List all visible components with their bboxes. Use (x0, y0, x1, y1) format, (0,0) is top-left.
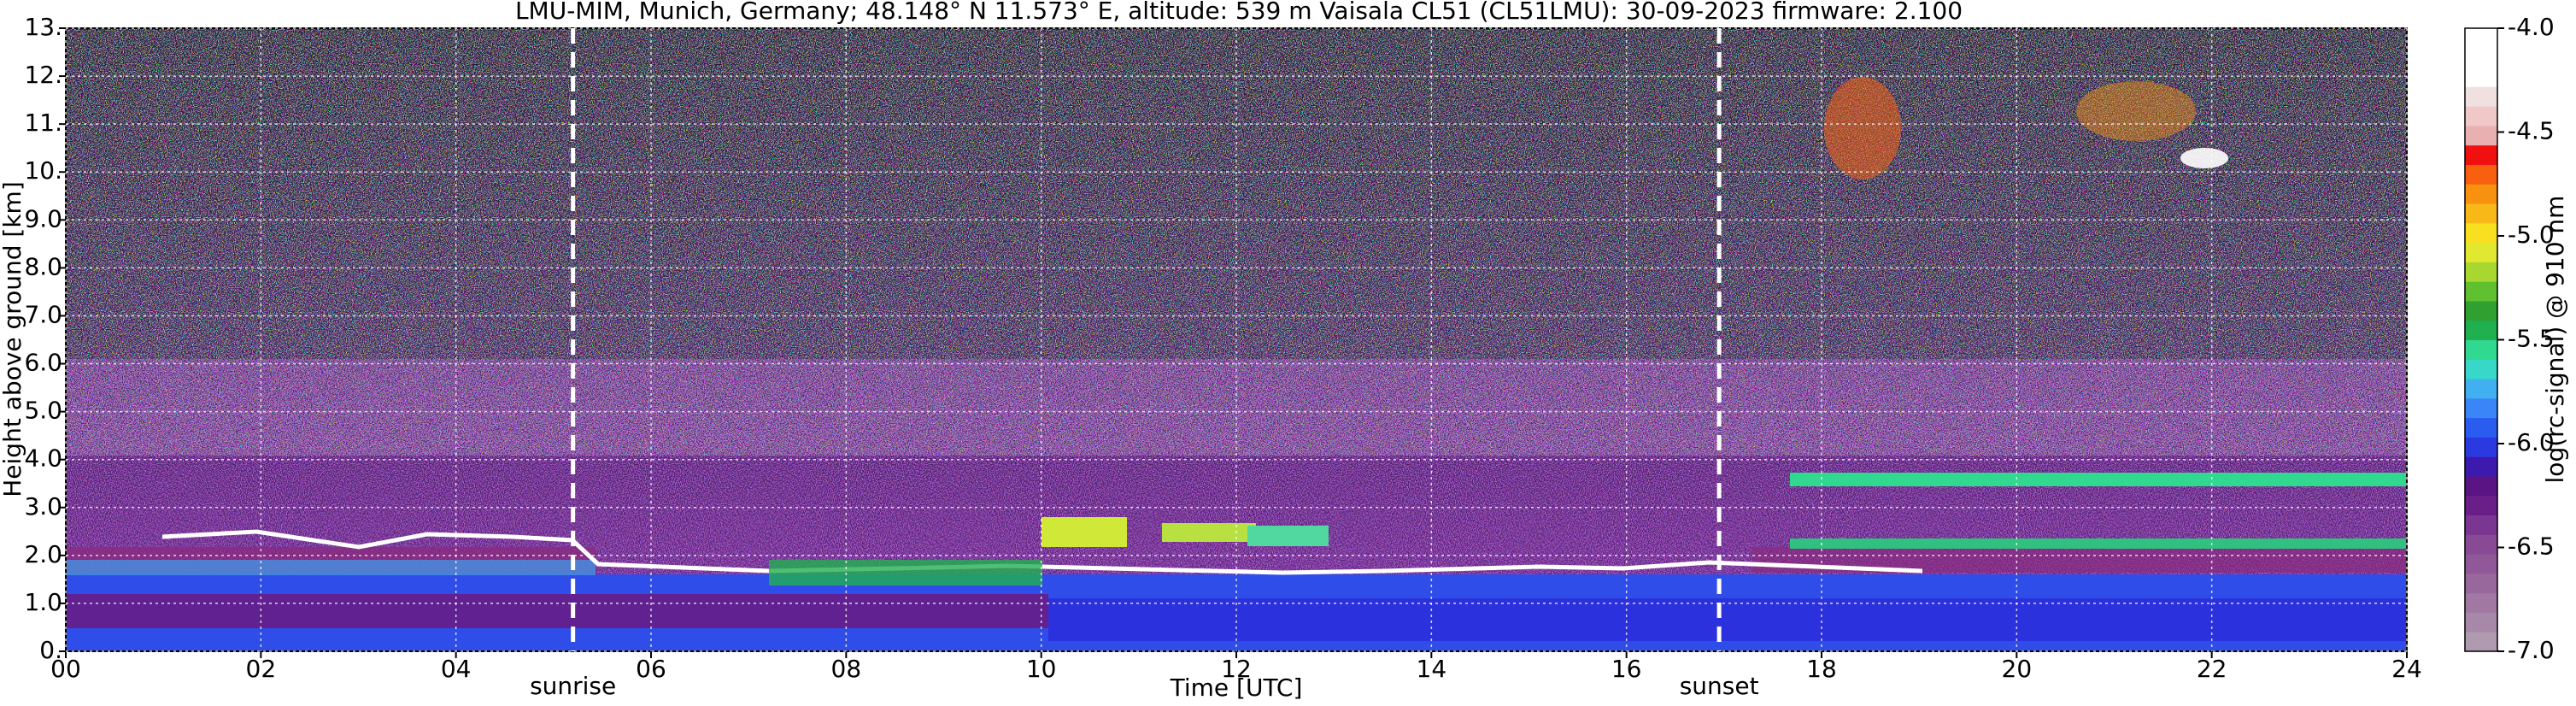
colorbar-swatch (2465, 573, 2497, 594)
x-tick-label: 02 (246, 655, 277, 683)
colorbar-swatch (2465, 437, 2497, 457)
colorbar-tick-label: -7.0 (2508, 636, 2555, 664)
colorbar-swatch (2465, 417, 2497, 438)
x-tick-label: 00 (50, 655, 81, 683)
colorbar-swatch (2465, 184, 2497, 204)
colorbar-swatch (2465, 222, 2497, 244)
colorbar-swatch (2465, 203, 2497, 224)
colorbar-swatch (2465, 495, 2497, 516)
colorbar-swatch (2465, 281, 2497, 302)
colorbar-tick-label: -6.0 (2508, 428, 2555, 456)
x-tick-label: 24 (2391, 655, 2422, 683)
colorbar-swatch (2465, 106, 2497, 126)
colorbar-tick-label: -5.5 (2508, 325, 2555, 353)
colorbar-tick-label: -6.5 (2508, 532, 2555, 561)
colorbar-swatch (2465, 475, 2497, 497)
x-tick-label: 16 (1611, 655, 1642, 683)
colorbar-swatch (2465, 28, 2497, 49)
colorbar-swatch (2465, 379, 2497, 399)
y-tick-label: 5.0 (24, 397, 62, 425)
colorbar-swatch (2465, 67, 2497, 87)
y-tick-label: 4.0 (24, 444, 62, 473)
colorbar-swatch (2465, 534, 2497, 555)
chart-title: LMU-MIM, Munich, Germany; 48.148° N 11.5… (515, 0, 1963, 25)
y-tick-label: 11. (24, 109, 62, 137)
colorbar-swatch (2465, 262, 2497, 282)
colorbar-swatch (2465, 300, 2497, 321)
x-tick-label: 08 (831, 655, 862, 683)
y-tick-label: 6.0 (24, 349, 62, 377)
colorbar-swatch (2465, 612, 2497, 632)
colorbar-swatch (2465, 592, 2497, 613)
y-tick-label: 1.0 (24, 588, 62, 616)
y-tick-label: 8.0 (24, 252, 62, 280)
y-tick-label: 10. (24, 156, 62, 185)
colorbar-swatch (2465, 144, 2497, 165)
colorbar-swatch (2465, 632, 2497, 652)
x-tick-label: 18 (1806, 655, 1837, 683)
colorbar-swatch (2465, 397, 2497, 419)
annotation-label: sunrise (530, 672, 616, 700)
colorbar-swatch (2465, 320, 2497, 340)
colorbar-swatch (2465, 554, 2497, 574)
x-tick-label: 10 (1026, 655, 1057, 683)
colorbar-swatch (2465, 164, 2497, 185)
x-tick-label: 12 (1221, 655, 1252, 683)
colorbar-label: log(rc-signal) @ 910 nm (2541, 196, 2569, 484)
y-tick-label: 13. (24, 13, 62, 41)
colorbar-swatch (2465, 339, 2497, 360)
y-tick-label: 2.0 (24, 540, 62, 568)
x-axis-label: Time [UTC] (1170, 674, 1303, 702)
y-tick-label: 0. (39, 636, 62, 664)
x-tick-label: 22 (2197, 655, 2227, 683)
y-tick-label: 7.0 (24, 300, 62, 328)
y-tick-label: 9.0 (24, 204, 62, 232)
colorbar-swatch (2465, 359, 2497, 379)
colorbar-swatch (2465, 86, 2497, 107)
x-tick-label: 14 (1417, 655, 1447, 683)
colorbar-swatch (2465, 242, 2497, 262)
annotation-label: sunset (1680, 672, 1759, 700)
x-tick-label: 20 (2002, 655, 2033, 683)
colorbar-swatch (2465, 47, 2497, 68)
colorbar-tick-label: -5.0 (2508, 221, 2555, 249)
colorbar-swatch (2465, 125, 2497, 146)
x-tick-label: 04 (441, 655, 472, 683)
x-tick-label: 06 (636, 655, 666, 683)
colorbar-swatch (2465, 456, 2497, 477)
colorbar-swatch (2465, 515, 2497, 535)
colorbar-tick-label: -4.0 (2508, 13, 2555, 41)
y-axis-label: Height above ground [km] (0, 181, 26, 497)
y-tick-label: 3.0 (24, 492, 62, 521)
y-tick-label: 12. (24, 61, 62, 89)
colorbar-tick-label: -4.5 (2508, 117, 2555, 145)
